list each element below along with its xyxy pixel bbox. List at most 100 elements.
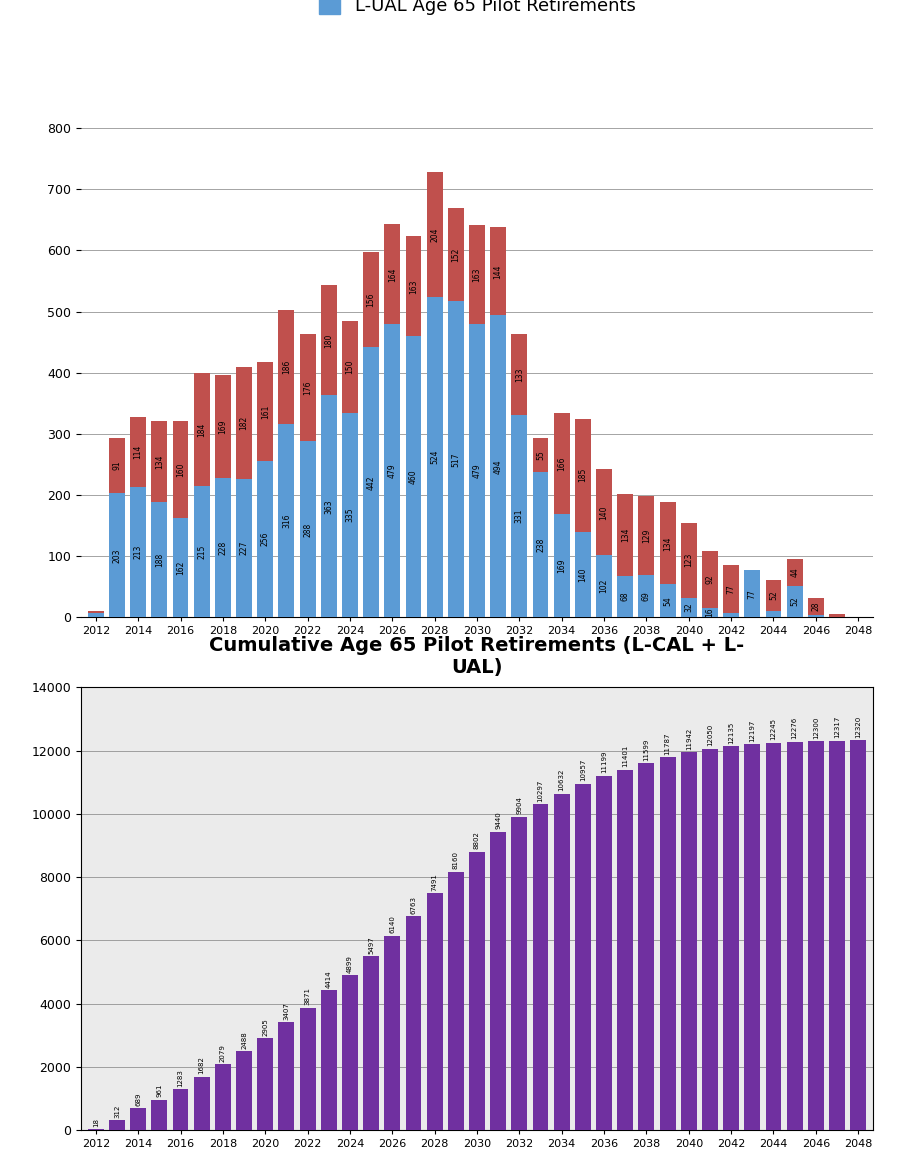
Text: 152: 152 [451, 248, 460, 262]
Bar [766, 579, 781, 612]
Text: 11942: 11942 [686, 728, 692, 750]
Text: 44: 44 [790, 567, 799, 577]
Text: 11787: 11787 [664, 733, 670, 755]
Text: 517: 517 [451, 452, 460, 467]
Text: 12276: 12276 [792, 718, 797, 740]
Text: 11401: 11401 [622, 744, 628, 767]
Text: 12300: 12300 [813, 716, 819, 739]
Bar [109, 493, 125, 617]
Bar [151, 421, 167, 502]
Bar [554, 412, 570, 514]
Text: 213: 213 [134, 545, 143, 559]
Text: 169: 169 [557, 558, 566, 573]
Bar [406, 236, 421, 337]
Bar [533, 472, 548, 617]
Title: Cumulative Age 65 Pilot Retirements (L-CAL + L-
UAL): Cumulative Age 65 Pilot Retirements (L-C… [210, 636, 744, 678]
Bar [300, 1008, 316, 1130]
Text: 10297: 10297 [537, 779, 544, 802]
Text: 12050: 12050 [706, 725, 713, 747]
Text: 3407: 3407 [284, 1002, 290, 1019]
Bar [384, 325, 400, 617]
Bar [787, 586, 803, 617]
Text: 144: 144 [494, 264, 503, 278]
Text: 77: 77 [726, 584, 735, 594]
Text: 176: 176 [303, 380, 312, 395]
Bar [173, 421, 188, 518]
Text: 6140: 6140 [390, 916, 395, 933]
Text: 12197: 12197 [750, 720, 755, 742]
Bar [596, 555, 612, 617]
Text: 185: 185 [579, 468, 588, 482]
Bar [469, 225, 485, 325]
Text: 256: 256 [261, 532, 270, 546]
Bar [596, 776, 612, 1130]
Bar [491, 227, 506, 316]
Text: 162: 162 [176, 560, 185, 576]
Bar [617, 494, 634, 576]
Text: 228: 228 [219, 541, 228, 555]
Bar [724, 565, 739, 613]
Bar [511, 333, 527, 415]
Text: 524: 524 [430, 450, 439, 465]
Bar [724, 613, 739, 617]
Bar [702, 551, 718, 608]
Text: 312: 312 [114, 1104, 120, 1117]
Bar [491, 832, 506, 1130]
Text: 494: 494 [494, 459, 503, 474]
Bar [236, 367, 252, 479]
Text: 69: 69 [642, 592, 651, 601]
Bar [364, 347, 379, 617]
Bar [808, 741, 824, 1130]
Bar [320, 990, 337, 1130]
Text: 961: 961 [157, 1083, 162, 1097]
Bar [575, 418, 590, 531]
Bar [617, 770, 634, 1130]
Text: 161: 161 [261, 404, 270, 419]
Bar [236, 1051, 252, 1130]
Bar [575, 531, 590, 617]
Text: 12320: 12320 [855, 715, 861, 737]
Text: 2488: 2488 [241, 1031, 248, 1048]
Text: 6763: 6763 [410, 896, 417, 913]
Bar [766, 612, 781, 617]
Bar [320, 285, 337, 395]
Bar [533, 805, 548, 1130]
Text: 156: 156 [366, 292, 375, 306]
Text: 11199: 11199 [601, 751, 608, 774]
Text: 689: 689 [135, 1093, 141, 1106]
Text: 169: 169 [219, 419, 228, 433]
Bar [511, 817, 527, 1130]
Text: 134: 134 [663, 536, 672, 551]
Bar [278, 424, 294, 617]
Text: 133: 133 [515, 367, 524, 382]
Bar [724, 747, 739, 1130]
Text: 316: 316 [282, 514, 291, 528]
Bar [300, 442, 316, 617]
Text: 238: 238 [536, 537, 545, 552]
Text: 2905: 2905 [262, 1018, 268, 1036]
Bar [215, 375, 230, 478]
Text: 479: 479 [472, 464, 482, 479]
Bar [109, 1121, 125, 1130]
Text: 54: 54 [663, 596, 672, 606]
Text: 140: 140 [579, 567, 588, 581]
Bar [829, 741, 845, 1130]
Bar [342, 975, 358, 1130]
Bar [575, 784, 590, 1130]
Bar [554, 793, 570, 1130]
Text: 4899: 4899 [346, 955, 353, 973]
Text: 2079: 2079 [220, 1044, 226, 1061]
Bar [511, 415, 527, 617]
Text: 442: 442 [366, 475, 375, 489]
Text: 9440: 9440 [495, 811, 501, 829]
Bar [88, 613, 104, 617]
Bar [257, 461, 274, 617]
Bar [744, 744, 760, 1130]
Bar [787, 742, 803, 1130]
Text: 288: 288 [303, 522, 312, 537]
Text: 335: 335 [346, 508, 355, 522]
Legend: L-CAL Age 65 Pilot Retirements, L-UAL Age 65 Pilot Retirements: L-CAL Age 65 Pilot Retirements, L-UAL Ag… [310, 0, 644, 24]
Bar [660, 502, 676, 585]
Bar [680, 523, 697, 598]
Text: 215: 215 [197, 544, 206, 559]
